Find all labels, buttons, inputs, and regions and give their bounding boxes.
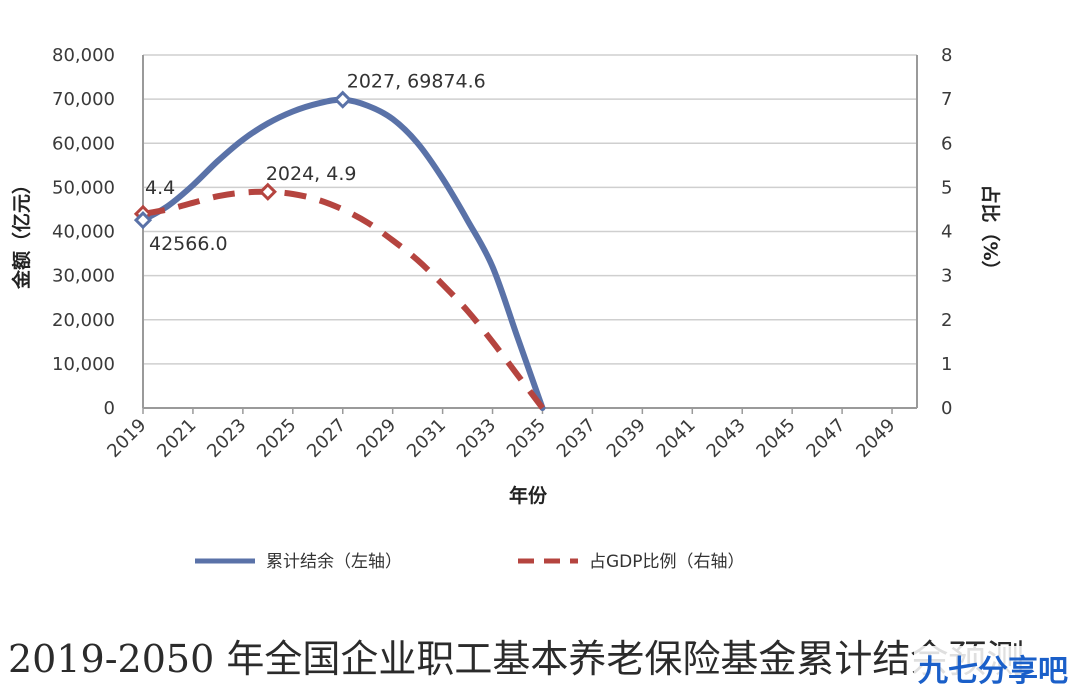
left-tick-label: 60,000: [52, 133, 115, 154]
right-tick-label: 2: [941, 310, 952, 331]
x-tick-label: 2035: [503, 415, 550, 462]
right-tick-label: 4: [941, 222, 952, 243]
left-tick-label: 20,000: [52, 310, 115, 331]
x-tick-label: 2027: [303, 415, 350, 462]
x-tick-label: 2023: [203, 415, 250, 462]
right-tick-label: 5: [941, 177, 952, 198]
left-tick-label: 10,000: [52, 354, 115, 375]
series-line-gdp-ratio: [142, 188, 545, 410]
right-axis-title: 占比（%）: [979, 184, 1002, 279]
legend-label-gdp: 占GDP比例（右轴）: [589, 552, 745, 572]
x-tick-label: 2047: [802, 415, 849, 462]
x-tick-label: 2043: [703, 415, 750, 462]
x-tick-label: 2039: [603, 415, 650, 462]
x-tick-label: 2049: [852, 415, 899, 462]
right-tick-label: 6: [941, 133, 952, 154]
x-tick-label: 2031: [403, 415, 450, 462]
right-tick-label: 8: [941, 45, 952, 66]
legend: 累计结余（左轴） 占GDP比例（右轴）: [195, 552, 745, 572]
x-tick-label: 2029: [353, 415, 400, 462]
right-tick-label: 0: [941, 398, 952, 419]
x-axis-title: 年份: [509, 484, 548, 507]
marker-gdp-peak: [258, 182, 277, 201]
x-tick-label: 2025: [253, 415, 300, 462]
gridlines: [142, 54, 918, 409]
left-axis-title: 金额（亿元）: [10, 175, 33, 290]
right-tick-label: 1: [941, 354, 952, 375]
x-tick-label: 2045: [752, 415, 799, 462]
x-tick-label: 2019: [103, 415, 150, 462]
data-label: 2027, 69874.6: [347, 71, 486, 93]
x-tick-label: 2033: [453, 415, 500, 462]
data-label: 42566.0: [149, 233, 228, 255]
data-label: 4.4: [145, 177, 175, 199]
left-tick-label: 40,000: [52, 222, 115, 243]
right-tick-label: 3: [941, 266, 952, 287]
right-axis-ticks: 0 1 2 3 4 5 6 7 8: [941, 45, 952, 419]
x-tick-label: 2037: [553, 415, 600, 462]
figure-caption: 2019-2050 年全国企业职工基本养老保险基金累计结余预测: [8, 637, 1025, 681]
x-axis-ticks: 2019 2021 2023 2025 2027 2029 2031 2033 2035 2037…: [103, 408, 900, 462]
left-tick-label: 70,000: [52, 89, 115, 110]
annotation-layer: 2027, 69874.6 2024, 4.9 4.4 42566.0: [133, 71, 486, 255]
right-tick-label: 7: [941, 89, 952, 110]
data-label: 2024, 4.9: [266, 163, 357, 185]
left-tick-label: 50,000: [52, 177, 115, 198]
x-tick-label: 2041: [653, 415, 700, 462]
legend-label-balance: 累计结余（左轴）: [266, 552, 402, 572]
left-tick-label: 0: [104, 398, 115, 419]
left-tick-label: 80,000: [52, 45, 115, 66]
left-axis-ticks: 0 10,000 20,000 30,000 40,000 50,000 60,000 70,…: [52, 45, 115, 419]
left-tick-label: 30,000: [52, 266, 115, 287]
watermark-logo: 九七分享吧: [914, 646, 1072, 690]
x-tick-label: 2021: [153, 415, 200, 462]
chart: 0 10,000 20,000 30,000 40,000 50,000 60,000 70,…: [10, 45, 1002, 572]
marker-balance-start: [133, 211, 153, 230]
marker-balance-peak: [333, 90, 352, 109]
